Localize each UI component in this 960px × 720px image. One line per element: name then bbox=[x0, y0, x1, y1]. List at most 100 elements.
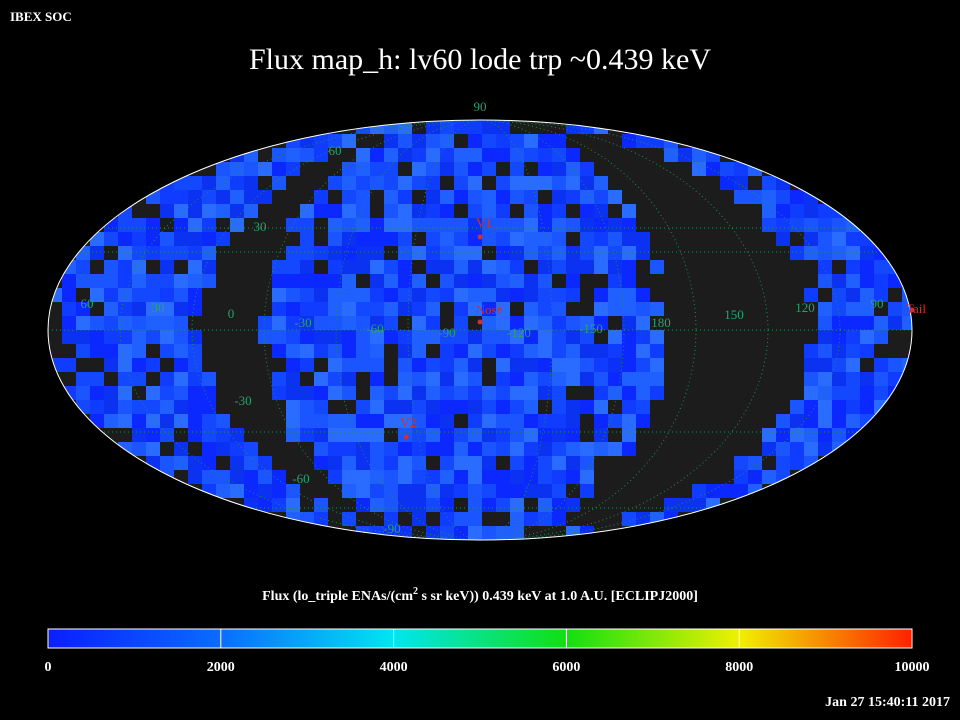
flux-cell bbox=[398, 218, 412, 232]
source-label: IBEX SOC bbox=[10, 9, 72, 24]
flux-cell bbox=[426, 190, 440, 204]
flux-cell bbox=[174, 190, 188, 204]
flux-cell bbox=[62, 358, 76, 372]
flux-cell bbox=[454, 526, 468, 540]
flux-cell bbox=[580, 372, 594, 386]
flux-cell bbox=[482, 442, 496, 456]
flux-cell bbox=[398, 344, 412, 358]
flux-cell bbox=[90, 330, 104, 344]
flux-cell bbox=[398, 414, 412, 428]
flux-cell bbox=[342, 246, 356, 260]
flux-cell bbox=[398, 176, 412, 190]
flux-cell bbox=[398, 372, 412, 386]
flux-cell bbox=[454, 218, 468, 232]
flux-cell bbox=[818, 414, 832, 428]
flux-cell bbox=[440, 134, 454, 148]
flux-cell bbox=[426, 358, 440, 372]
flux-cell bbox=[118, 442, 132, 456]
flux-cell bbox=[118, 288, 132, 302]
flux-cell bbox=[244, 204, 258, 218]
flux-cell bbox=[314, 302, 328, 316]
flux-cell bbox=[370, 470, 384, 484]
flux-cell bbox=[454, 302, 468, 316]
flux-cell bbox=[174, 218, 188, 232]
flux-cell bbox=[650, 358, 664, 372]
flux-cell bbox=[356, 358, 370, 372]
flux-cell bbox=[468, 302, 482, 316]
flux-cell bbox=[76, 344, 90, 358]
flux-cell bbox=[608, 274, 622, 288]
flux-cell bbox=[566, 498, 580, 512]
flux-cell bbox=[888, 316, 902, 330]
flux-cell bbox=[272, 484, 286, 498]
flux-cell bbox=[440, 204, 454, 218]
flux-cell bbox=[342, 344, 356, 358]
flux-cell bbox=[776, 442, 790, 456]
flux-cell bbox=[524, 512, 538, 526]
flux-cell bbox=[818, 372, 832, 386]
flux-cell bbox=[846, 274, 860, 288]
flux-cell bbox=[580, 204, 594, 218]
flux-cell bbox=[468, 358, 482, 372]
flux-cell bbox=[580, 344, 594, 358]
flux-cell bbox=[244, 470, 258, 484]
flux-cell bbox=[328, 218, 342, 232]
flux-cell bbox=[692, 484, 706, 498]
flux-cell bbox=[398, 246, 412, 260]
flux-cell bbox=[328, 442, 342, 456]
flux-cell bbox=[202, 442, 216, 456]
flux-cell bbox=[440, 330, 454, 344]
colorbar-tick-label: 2000 bbox=[207, 660, 235, 675]
flux-cell bbox=[482, 204, 496, 218]
flux-cell bbox=[188, 232, 202, 246]
flux-cell bbox=[202, 428, 216, 442]
flux-cell bbox=[622, 260, 636, 274]
flux-cell bbox=[454, 232, 468, 246]
flux-cell bbox=[286, 288, 300, 302]
flux-cell bbox=[608, 288, 622, 302]
flux-cell bbox=[356, 470, 370, 484]
flux-cell bbox=[496, 400, 510, 414]
flux-cell bbox=[552, 344, 566, 358]
flux-cell bbox=[580, 190, 594, 204]
flux-cell bbox=[566, 246, 580, 260]
flux-cell bbox=[524, 428, 538, 442]
flux-cell bbox=[580, 400, 594, 414]
flux-cell bbox=[160, 274, 174, 288]
flux-cell bbox=[426, 442, 440, 456]
flux-cell bbox=[468, 498, 482, 512]
flux-cell bbox=[594, 204, 608, 218]
flux-cell bbox=[496, 470, 510, 484]
flux-cell bbox=[244, 176, 258, 190]
flux-cell bbox=[398, 232, 412, 246]
flux-cell bbox=[776, 428, 790, 442]
flux-cell bbox=[482, 428, 496, 442]
flux-cell bbox=[482, 148, 496, 162]
flux-cell bbox=[356, 162, 370, 176]
longitude-label: 60 bbox=[81, 296, 94, 311]
flux-cell bbox=[468, 288, 482, 302]
flux-cell bbox=[524, 484, 538, 498]
flux-cell bbox=[636, 414, 650, 428]
flux-cell bbox=[510, 456, 524, 470]
flux-cell bbox=[496, 526, 510, 540]
flux-cell bbox=[328, 372, 342, 386]
flux-cell bbox=[314, 330, 328, 344]
flux-cell bbox=[328, 358, 342, 372]
flux-cell bbox=[132, 260, 146, 274]
flux-cell bbox=[832, 274, 846, 288]
flux-cell bbox=[552, 288, 566, 302]
flux-cell bbox=[818, 428, 832, 442]
flux-cell bbox=[174, 456, 188, 470]
flux-cell bbox=[818, 218, 832, 232]
longitude-label: -90 bbox=[438, 325, 455, 340]
flux-cell bbox=[132, 400, 146, 414]
flux-cell bbox=[118, 260, 132, 274]
flux-cell bbox=[426, 288, 440, 302]
flux-cell bbox=[860, 232, 874, 246]
flux-cell bbox=[664, 148, 678, 162]
flux-cell bbox=[636, 512, 650, 526]
flux-cell bbox=[160, 302, 174, 316]
flux-cell bbox=[510, 344, 524, 358]
flux-cell bbox=[132, 428, 146, 442]
